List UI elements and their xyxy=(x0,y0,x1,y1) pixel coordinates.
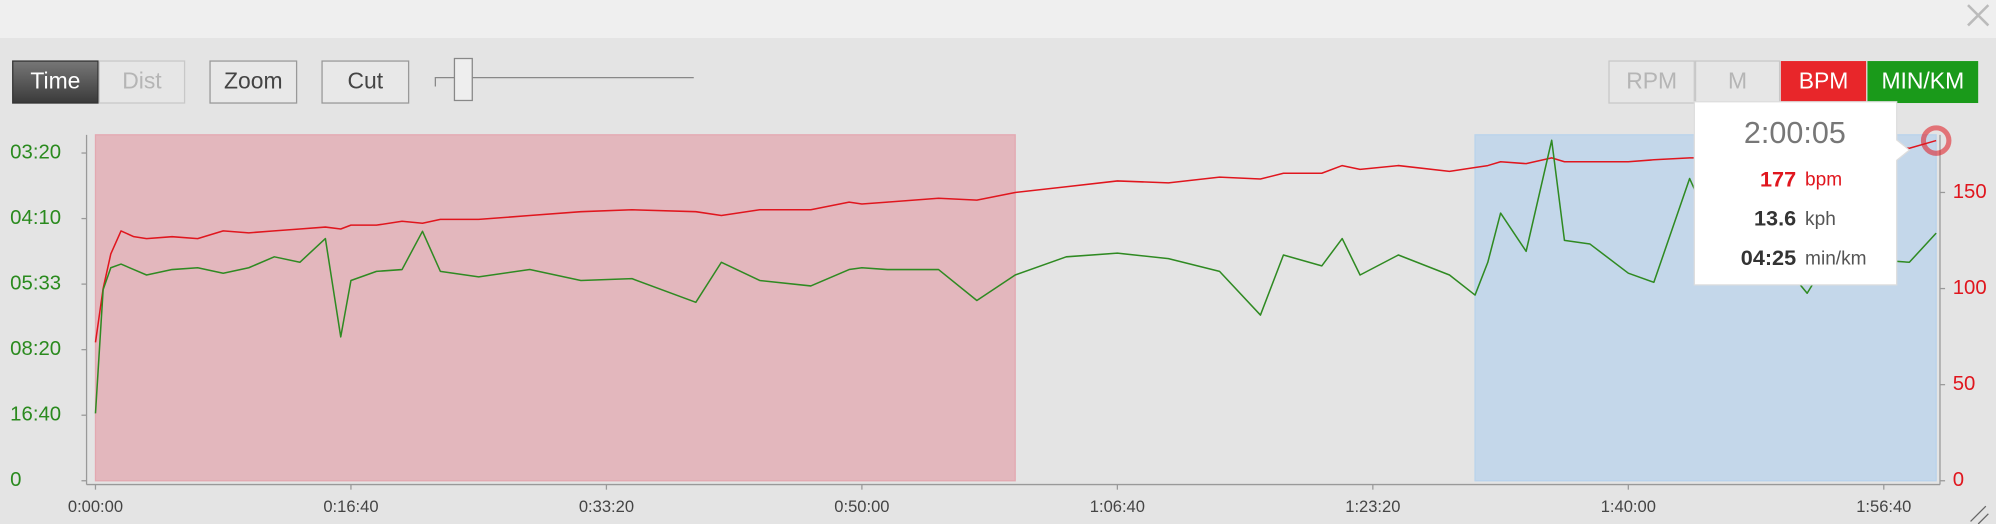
slider-handle[interactable] xyxy=(453,57,473,102)
y-tick-label: 08:20 xyxy=(10,338,61,360)
dist-button[interactable] xyxy=(98,60,186,104)
x-tick-label: 1:06:40 xyxy=(1090,497,1145,516)
y-tick-label: 05:33 xyxy=(10,272,61,294)
plot-area: 0 16:40 08:20 05:33 04:10 03:20 0 50 100 150 0:00:… xyxy=(10,125,1987,516)
tooltip-value: 13.6 xyxy=(1754,206,1796,231)
time-button[interactable] xyxy=(12,60,99,104)
x-tick-label: 1:56:40 xyxy=(1856,497,1911,516)
m-button[interactable] xyxy=(1694,60,1781,104)
y-tick-label: 03:20 xyxy=(10,141,61,163)
y2-tick-label: 0 xyxy=(1953,469,1964,491)
tooltip-unit: bpm xyxy=(1805,170,1842,191)
toolbar: Time Dist Zoom Cut RPM M BPM MIN/KM xyxy=(12,57,1979,104)
bpm-button-label[interactable]: BPM xyxy=(1799,68,1849,94)
zoom-button-label[interactable]: Zoom xyxy=(224,68,283,94)
slider-track xyxy=(434,76,694,87)
x-tick-label: 0:00:00 xyxy=(68,497,123,516)
tooltip: 2:00:05 177 bpm 13.6 kph 04:25 min/km xyxy=(1693,101,1911,286)
y-tick-label: 04:10 xyxy=(10,207,61,229)
tooltip-value: 04:25 xyxy=(1741,245,1796,270)
title-bar xyxy=(0,0,1996,39)
x-tick-label: 1:23:20 xyxy=(1345,497,1400,516)
x-tick-label: 1:40:00 xyxy=(1601,497,1656,516)
tooltip-box xyxy=(1693,101,1911,286)
x-tick-label: 0:16:40 xyxy=(323,497,378,516)
y-tick-label: 0 xyxy=(10,469,21,491)
rpm-button[interactable] xyxy=(1608,60,1695,104)
resize-grip[interactable] xyxy=(1970,505,1989,524)
tooltip-unit: kph xyxy=(1805,209,1836,230)
x-tick-label: 0:50:00 xyxy=(834,497,889,516)
dist-button-label[interactable]: Dist xyxy=(122,68,162,94)
cut-button[interactable] xyxy=(321,60,410,104)
cursor-marker xyxy=(1920,125,1952,156)
m-button-label[interactable]: M xyxy=(1728,68,1747,94)
close-button[interactable] xyxy=(1967,4,1990,27)
y2-tick-label: 150 xyxy=(1953,181,1987,203)
y2-tick-label: 100 xyxy=(1953,277,1987,299)
y2-tick-label: 50 xyxy=(1953,373,1976,395)
time-button-label[interactable]: Time xyxy=(30,68,80,94)
x-tick-label: 0:33:20 xyxy=(579,497,634,516)
rpm-button-label[interactable]: RPM xyxy=(1626,68,1677,94)
y-tick-label: 16:40 xyxy=(10,404,61,426)
pace-button-label[interactable]: MIN/KM xyxy=(1881,68,1964,94)
pace-button[interactable] xyxy=(1867,61,1979,104)
highlight-range xyxy=(94,134,1016,482)
tooltip-time: 2:00:05 xyxy=(1744,116,1846,150)
tooltip-value: 177 xyxy=(1760,166,1796,191)
data-line xyxy=(94,139,1937,343)
tooltip-unit: min/km xyxy=(1805,249,1867,270)
cut-button-label[interactable]: Cut xyxy=(348,68,384,94)
zoom-button[interactable] xyxy=(209,60,298,104)
data-line xyxy=(94,139,1937,414)
bpm-button[interactable] xyxy=(1780,61,1867,104)
